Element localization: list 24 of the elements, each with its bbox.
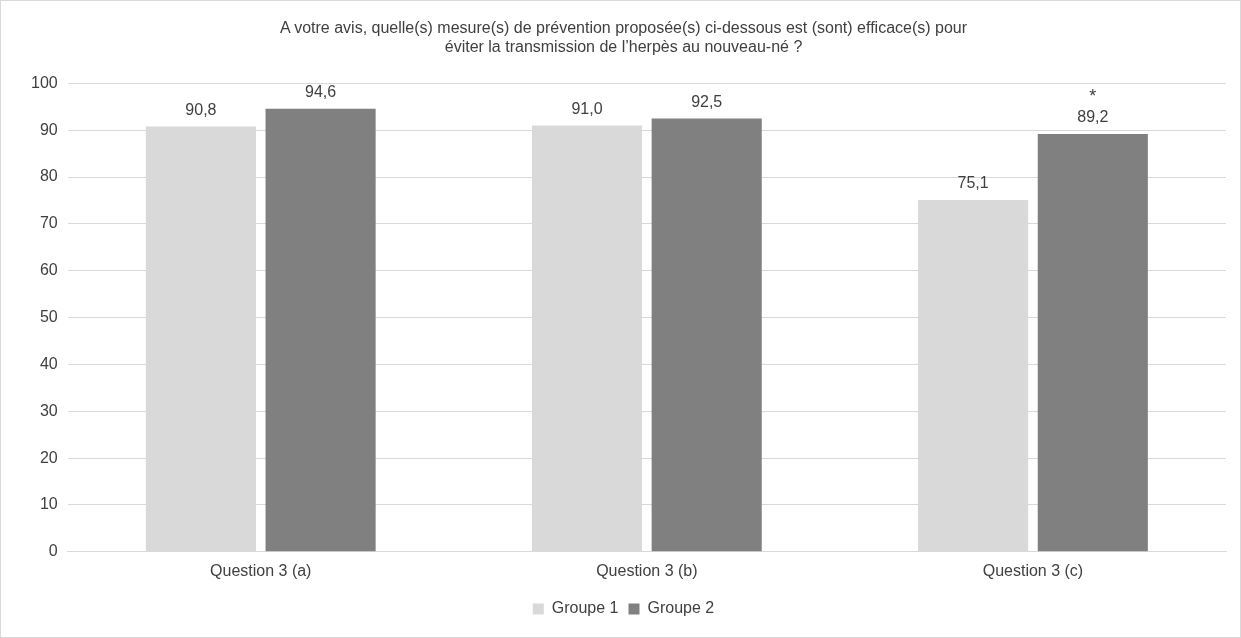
y-tick-label: 80	[39, 167, 58, 185]
y-tick-label: 70	[39, 214, 58, 232]
legend-label: Groupe 1	[551, 599, 619, 617]
data-label: 90,8	[185, 100, 217, 118]
y-tick-label: 50	[39, 308, 58, 326]
x-tick-label: Question 3 (a)	[210, 561, 312, 579]
x-tick-label: Question 3 (b)	[596, 561, 698, 579]
data-label: 94,6	[305, 83, 337, 101]
data-label: 91,0	[571, 99, 603, 117]
data-label: 92,5	[691, 92, 723, 110]
y-tick-label: 100	[30, 73, 58, 91]
data-label: 89,2	[1077, 108, 1109, 126]
data-label: 75,1	[957, 174, 989, 192]
y-tick-label: 0	[48, 542, 58, 560]
x-tick-label: Question 3 (c)	[982, 561, 1084, 579]
y-tick-label: 40	[39, 354, 58, 372]
legend-label: Groupe 2	[647, 599, 715, 617]
y-tick-label: 90	[39, 120, 58, 138]
annotation: *	[1089, 85, 1097, 106]
y-tick-label: 30	[39, 401, 58, 419]
y-tick-label: 60	[39, 261, 58, 279]
chart-title: A votre avis, quelle(s) mesure(s) de prévention proposée(s) ci-dessous est (sont) efficace(s) pour éviter la transmission de l’herpès au nouveau-né ?	[279, 19, 968, 56]
y-tick-label: 20	[39, 448, 58, 466]
y-tick-label: 10	[39, 495, 58, 513]
